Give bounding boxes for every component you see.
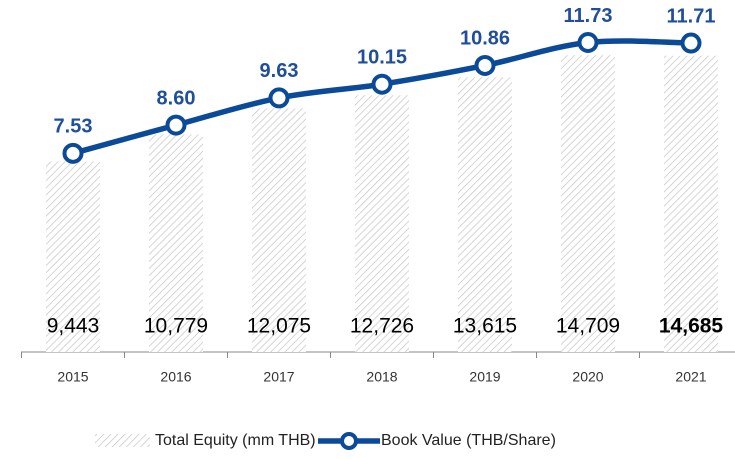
- bar: [46, 161, 100, 352]
- line-value-label: 7.53: [54, 116, 93, 138]
- bar: [561, 55, 615, 352]
- bar-value-label: 12,075: [247, 315, 311, 338]
- legend-label: Total Equity (mm THB): [155, 432, 316, 449]
- bar-value-label: 14,685: [659, 315, 724, 338]
- line-marker: [268, 87, 290, 109]
- x-tick-label: 2018: [366, 369, 397, 385]
- line-value-label: 10.86: [460, 28, 510, 50]
- bar-value-label: 12,726: [350, 315, 414, 338]
- x-tick-label: 2017: [263, 369, 294, 385]
- bar-value-label: 9,443: [47, 315, 100, 338]
- legend-marker: [340, 432, 358, 450]
- legend-label: Book Value (THB/Share): [381, 432, 556, 449]
- line-marker: [371, 73, 393, 95]
- line-marker: [62, 142, 84, 164]
- x-tick-label: 2016: [160, 369, 191, 385]
- x-tick-label: 2020: [572, 369, 603, 385]
- bar-value-label: 10,779: [144, 315, 208, 338]
- bar: [252, 108, 306, 353]
- line-value-label: 11.71: [667, 5, 716, 27]
- x-tick-label: 2021: [675, 369, 706, 385]
- line-marker: [165, 114, 187, 136]
- bar-value-label: 13,615: [453, 315, 517, 338]
- bar: [355, 95, 409, 352]
- bar: [664, 55, 718, 353]
- line-value-label: 9.63: [260, 60, 299, 82]
- x-tick-label: 2015: [57, 369, 88, 385]
- x-tick-label: 2019: [469, 369, 500, 385]
- bar: [149, 134, 203, 352]
- bar-value-label: 14,709: [556, 315, 620, 338]
- line-marker: [577, 32, 599, 54]
- line-marker: [474, 54, 496, 76]
- line-marker: [680, 32, 702, 54]
- legend-swatch: [95, 434, 150, 447]
- line-value-label: 11.73: [564, 5, 613, 27]
- line-value-label: 8.60: [157, 87, 196, 109]
- bar: [458, 77, 512, 352]
- line-value-label: 10.15: [357, 46, 407, 68]
